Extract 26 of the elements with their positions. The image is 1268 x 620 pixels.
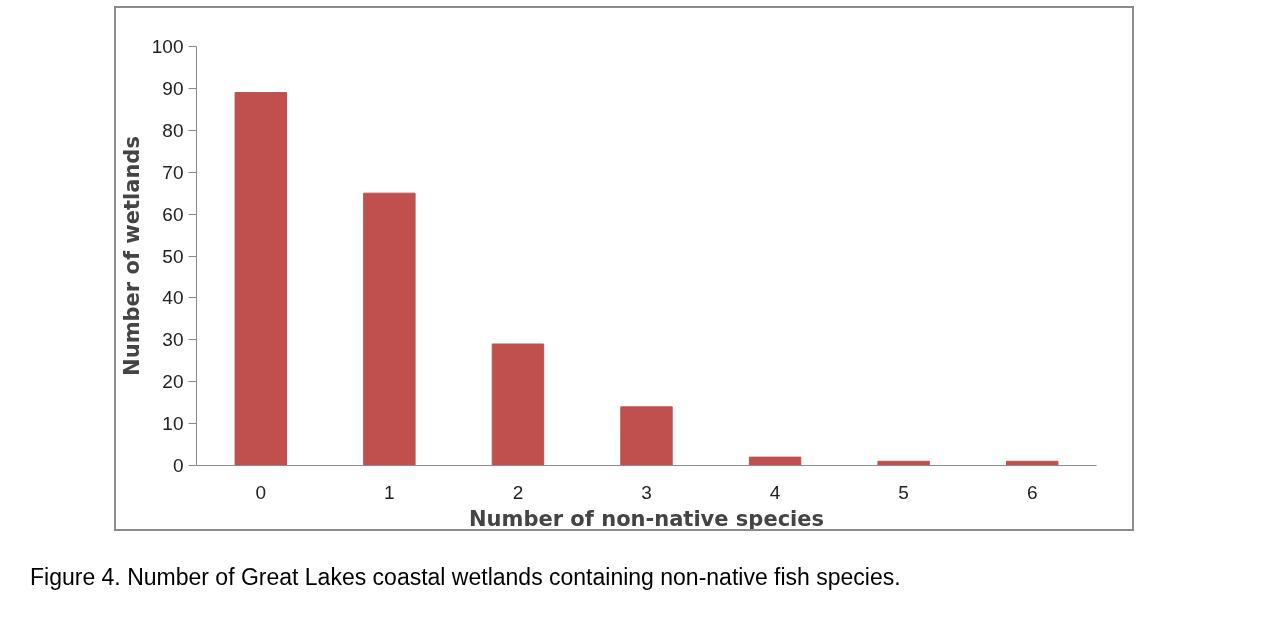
- y-tick-label: 70: [162, 161, 184, 183]
- caption: Figure 4. Number of Great Lakes coastal wetlands containing non-native fish species.: [30, 563, 901, 592]
- x-tick-label: 3: [641, 481, 652, 503]
- bar: [748, 456, 802, 466]
- y-axis-title: Number of wetlands: [119, 136, 144, 376]
- x-tick-label: 0: [255, 481, 267, 503]
- bar: [234, 92, 287, 466]
- x-axis-title: Number of non-native species: [468, 506, 825, 531]
- y-tick-label: 30: [162, 329, 184, 351]
- y-tick-label: 20: [162, 371, 184, 393]
- x-tick-label: 5: [898, 481, 909, 503]
- bar: [491, 343, 545, 466]
- bar: [620, 406, 673, 466]
- y-tick-label: 40: [162, 287, 184, 309]
- x-tick-label: 4: [769, 481, 781, 503]
- y-tick-label: 80: [162, 119, 184, 141]
- y-tick-label: 90: [162, 77, 184, 99]
- x-tick-label: 2: [512, 481, 524, 503]
- y-tick-label: 50: [162, 245, 184, 267]
- x-tick-label: 1: [384, 481, 395, 503]
- x-tick-label: 6: [1026, 481, 1038, 503]
- y-tick-label: 0: [172, 455, 184, 476]
- y-tick-label: 60: [162, 203, 184, 225]
- y-tick-label: 10: [162, 413, 184, 435]
- y-tick-label: 100: [151, 36, 184, 57]
- bar: [363, 192, 416, 466]
